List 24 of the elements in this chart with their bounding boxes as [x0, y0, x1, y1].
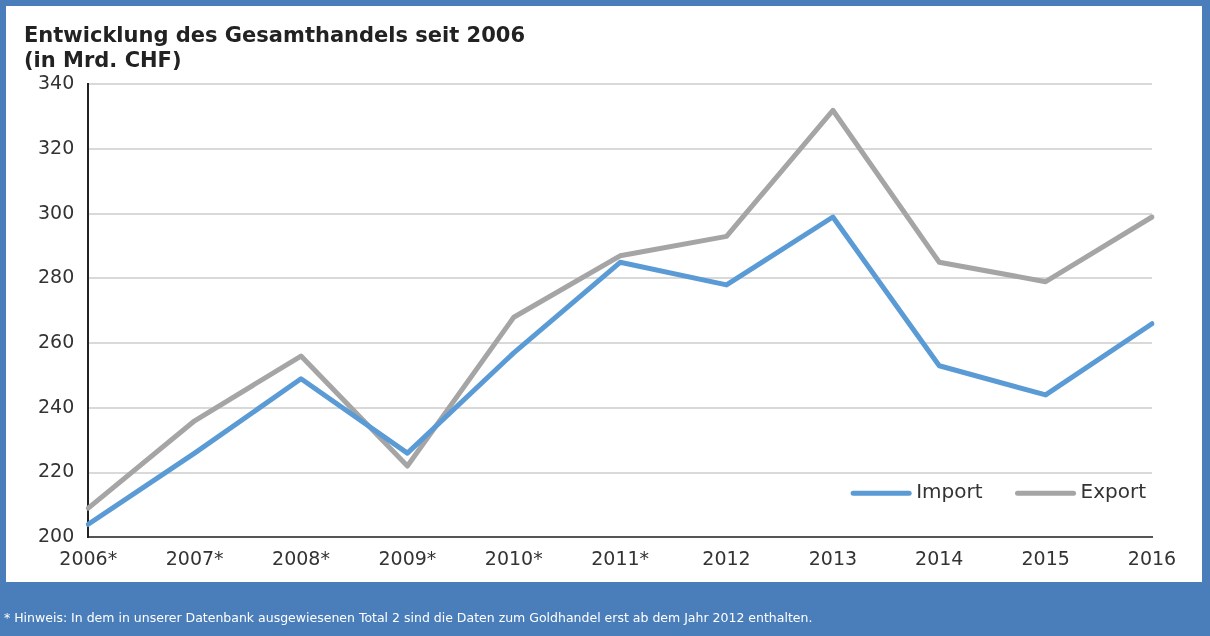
- x-tick-label: 2007*: [165, 546, 224, 569]
- y-tick-label: 200: [38, 524, 75, 547]
- y-tick-label: 320: [38, 136, 75, 159]
- x-tick-label: 2008*: [272, 546, 330, 569]
- x-tick-label: 2012: [702, 546, 751, 569]
- y-tick-label: 220: [38, 459, 75, 482]
- legend-label: Export: [1080, 479, 1147, 504]
- y-tick-label: 340: [38, 71, 75, 94]
- x-tick-label: 2013: [808, 546, 858, 569]
- x-tick-label: 2016: [1127, 546, 1177, 569]
- x-tick-label: 2014: [915, 546, 964, 569]
- y-tick-label: 280: [38, 265, 75, 288]
- chart-subtitle: (in Mrd. CHF): [24, 48, 182, 73]
- text: * Hinweis: In dem in unserer Datenbank ausgewiesenen Total 2 sind die Daten zum Goldhandel erst ab dem Jahr 2012 enthalten.: [4, 610, 813, 625]
- legend-label: Import: [916, 479, 983, 504]
- chart-title: Entwicklung des Gesamthandels seit 2006: [24, 23, 526, 48]
- x-tick-label: 2006*: [59, 546, 118, 569]
- x-tick-label: 2010*: [484, 546, 543, 569]
- x-tick-label: 2015: [1021, 546, 1070, 569]
- y-tick-label: 240: [38, 394, 75, 417]
- y-tick-label: 260: [38, 330, 75, 353]
- y-tick-label: 300: [38, 200, 75, 223]
- x-tick-label: 2009*: [378, 546, 437, 569]
- x-tick-label: 2011*: [591, 546, 650, 569]
